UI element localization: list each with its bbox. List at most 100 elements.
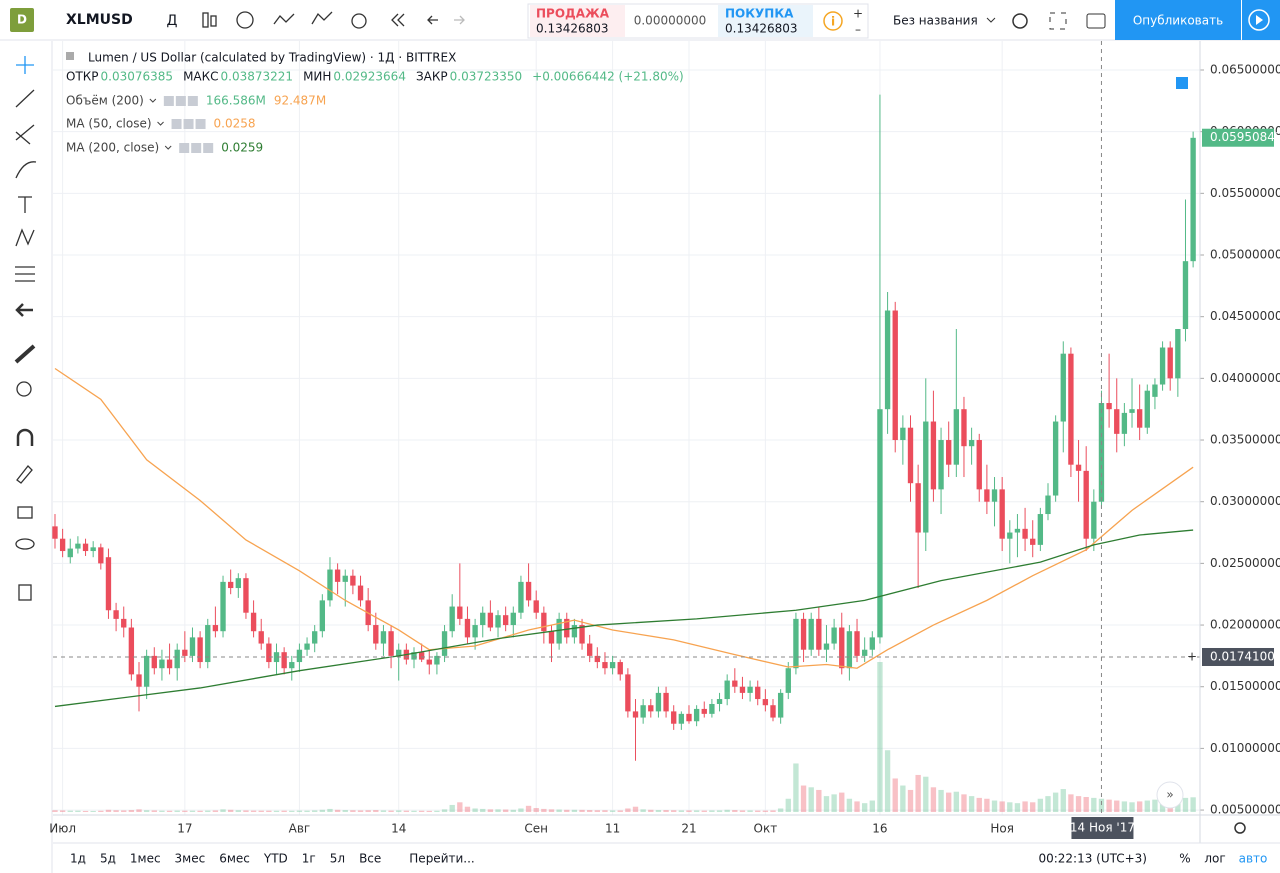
settings-icon[interactable]	[1012, 13, 1028, 29]
buy-box[interactable]	[718, 5, 813, 37]
y-tick-label: 0.03000000	[1210, 494, 1280, 508]
trash-tool[interactable]	[18, 584, 32, 601]
candle-body	[220, 581, 226, 632]
volume-bar	[915, 774, 921, 812]
indicator-name: MA (200, close)	[66, 141, 159, 155]
candle-body	[1052, 421, 1059, 496]
indicator-caret[interactable]	[149, 98, 157, 103]
cursor-tool[interactable]	[16, 56, 34, 74]
text-tool[interactable]	[18, 196, 32, 213]
candle-body	[877, 409, 883, 638]
indicator-button[interactable]	[179, 143, 190, 153]
visibility-marker[interactable]	[1176, 77, 1188, 89]
candle-body	[861, 649, 868, 656]
range-button[interactable]: Все	[359, 852, 381, 866]
range-button[interactable]: YTD	[263, 852, 288, 866]
fib-tool[interactable]	[15, 124, 35, 145]
indicator-button[interactable]	[183, 119, 194, 129]
lock-drawing-tool[interactable]	[16, 465, 33, 484]
indicator-caret[interactable]	[164, 145, 172, 150]
volume-bar	[113, 810, 119, 812]
indicator-button[interactable]	[195, 119, 206, 129]
magnet-tool[interactable]	[16, 428, 34, 446]
crosshair-price: 0.01741004	[1210, 649, 1280, 663]
range-button[interactable]: 1мес	[130, 852, 161, 866]
publish-button[interactable]	[1115, 0, 1241, 40]
auto-toggle[interactable]: авто	[1239, 852, 1268, 866]
range-button[interactable]: 5л	[330, 852, 345, 866]
legend: Lumen / US Dollar (calculated by Trading…	[66, 51, 684, 155]
candle-icon[interactable]	[210, 15, 217, 27]
candle-body	[1144, 390, 1150, 428]
range-button[interactable]: 1д	[70, 852, 86, 866]
volume-bar	[678, 810, 685, 812]
layout-name[interactable]: Без названия	[893, 14, 978, 28]
indicator-button[interactable]	[175, 96, 186, 106]
candle-body	[98, 547, 104, 564]
logo[interactable]	[10, 8, 34, 32]
candle-icon[interactable]	[202, 12, 209, 28]
compare-icon[interactable]	[273, 13, 295, 25]
candle-body	[739, 686, 746, 693]
lock-tool[interactable]	[17, 506, 33, 519]
indicator-caret[interactable]	[157, 121, 164, 126]
axis-settings[interactable]	[1234, 822, 1246, 834]
percent-toggle[interactable]: %	[1179, 852, 1190, 866]
prediction-tool[interactable]	[15, 266, 35, 282]
brush-tool[interactable]	[15, 161, 37, 179]
volume-bar	[1129, 802, 1135, 812]
candle-body	[357, 585, 364, 601]
sell-box[interactable]	[530, 5, 625, 37]
redo-icon[interactable]	[454, 15, 465, 25]
symbol[interactable]: XLMUSD	[66, 12, 133, 28]
volume-bar	[800, 785, 807, 812]
info-icon[interactable]	[823, 11, 843, 31]
volume-bar	[1014, 803, 1021, 812]
indicator-button[interactable]	[191, 143, 202, 153]
candle-body	[426, 659, 432, 665]
alert-icon[interactable]	[351, 13, 367, 29]
volume-bar	[212, 810, 219, 812]
volume-bar	[716, 810, 723, 812]
indicator-button[interactable]	[163, 96, 174, 106]
candle-body	[121, 618, 127, 628]
line-tool[interactable]	[15, 89, 35, 108]
indicator-icon[interactable]	[236, 11, 254, 29]
last-price-box	[1202, 128, 1274, 147]
volume-bar	[1121, 801, 1128, 812]
candle-body	[716, 699, 723, 704]
ruler-tool[interactable]	[14, 344, 36, 364]
snapshot-icon[interactable]	[1086, 13, 1106, 29]
candle-body	[923, 421, 929, 533]
candle-body	[632, 711, 639, 718]
goto-button[interactable]: Перейти...	[409, 852, 474, 866]
indicator-button[interactable]	[203, 143, 214, 153]
candle-body	[1014, 528, 1021, 533]
range-button[interactable]: 5д	[100, 852, 116, 866]
zoom-tool[interactable]	[16, 381, 32, 397]
pattern-tool[interactable]	[15, 228, 35, 247]
eye-tool[interactable]	[15, 538, 35, 550]
minus[interactable]: –	[855, 23, 861, 37]
volume-bar	[151, 810, 157, 812]
plus[interactable]: +	[853, 7, 863, 21]
candle-body	[839, 627, 845, 669]
templates-icon[interactable]	[311, 11, 333, 25]
interval[interactable]: Д	[167, 13, 178, 29]
range-button[interactable]: 6мес	[219, 852, 250, 866]
replay-icon[interactable]	[391, 13, 405, 27]
scroll-right[interactable]	[1156, 781, 1184, 809]
back-tool[interactable]	[15, 303, 33, 317]
volume-bar	[892, 778, 898, 812]
log-toggle[interactable]: лог	[1204, 852, 1225, 866]
range-button[interactable]: 1г	[302, 852, 316, 866]
range-button[interactable]: 3мес	[175, 852, 206, 866]
fullscreen-icon[interactable]	[1049, 12, 1067, 30]
indicator-button[interactable]	[171, 119, 182, 129]
candle-body	[67, 548, 73, 558]
legend-collapse[interactable]	[66, 52, 74, 60]
indicator-button[interactable]	[187, 96, 198, 106]
candle-body	[441, 631, 448, 656]
ohlc-text: ЗАКР	[416, 70, 448, 84]
undo-icon[interactable]	[427, 15, 438, 25]
